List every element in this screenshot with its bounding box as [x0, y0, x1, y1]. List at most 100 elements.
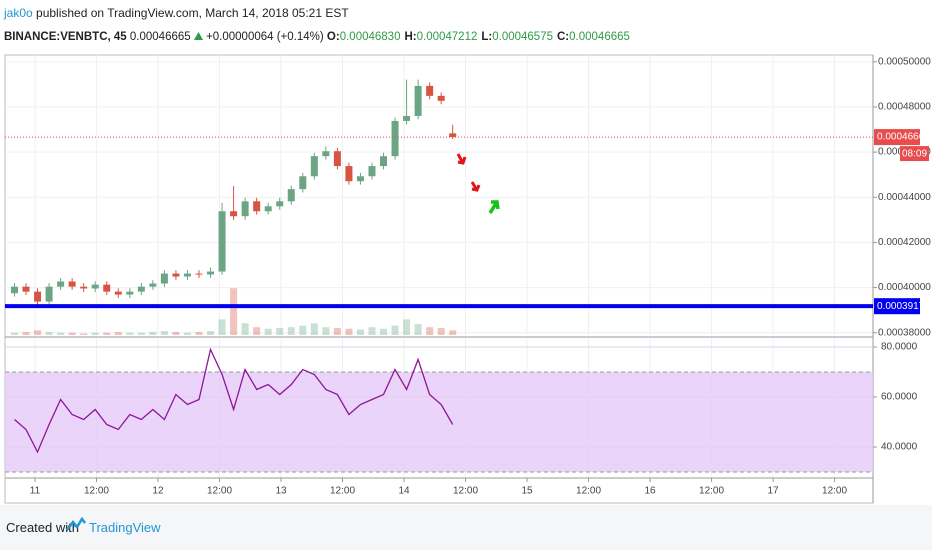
candle-body — [437, 95, 445, 101]
x-tick-label: 12:00 — [453, 486, 478, 497]
footer: Created with TradingView — [0, 505, 932, 550]
candle-body — [264, 206, 272, 212]
ticker: BINANCE:VENBTC, 45 0.00046665 +0.0000006… — [4, 31, 634, 43]
volume-bar — [345, 328, 353, 335]
volume-bar — [437, 327, 445, 335]
candle-body — [333, 151, 341, 167]
drawing-arrow — [488, 200, 500, 214]
volume-bar — [57, 332, 65, 335]
y-tick-label: 0.00040000 — [878, 282, 931, 293]
chart: 11 12:00 12 12:00 13 12:00 14 12:00 15 12:00 16 12:… — [4, 54, 931, 504]
x-tick-label: 12:00 — [330, 486, 355, 497]
volume-bar — [322, 327, 330, 335]
volume-bar — [45, 331, 53, 335]
candle-body — [253, 201, 261, 212]
volume-bar — [380, 328, 388, 335]
candle-body — [34, 291, 42, 302]
candle-body — [403, 115, 411, 121]
volume-bar — [449, 330, 457, 335]
y-tick-label: 0.00038000 — [878, 327, 931, 338]
candle-body — [218, 211, 226, 272]
rsi-band — [5, 372, 873, 472]
hline-label: 0.00039176 — [877, 301, 930, 312]
candle-body — [356, 176, 364, 182]
x-tick-label: 13 — [275, 486, 287, 497]
volume-bar — [91, 332, 99, 335]
candle-body — [391, 120, 399, 157]
volume-bar — [253, 327, 261, 335]
author[interactable]: jak0o — [4, 6, 33, 20]
symbol: BINANCE:VENBTC, 45 — [4, 31, 127, 43]
x-tick-label: 16 — [644, 486, 656, 497]
candle-body — [426, 85, 434, 96]
volume-bar — [80, 333, 88, 335]
volume-bar — [426, 327, 434, 335]
candle-body — [449, 133, 457, 138]
x-tick-label: 14 — [398, 486, 410, 497]
volume-bar — [414, 324, 422, 335]
volume-bar — [241, 323, 249, 335]
candle-body — [183, 273, 191, 277]
ohlc-value: 0.00046830 — [339, 31, 401, 43]
candle-body — [103, 284, 111, 292]
volume-bar — [137, 332, 145, 335]
ohlc-value: 0.00047212 — [416, 31, 478, 43]
x-tick-label: 12:00 — [576, 486, 601, 497]
volume-bar — [172, 331, 180, 335]
volume-bar — [207, 331, 215, 335]
volume-bar — [368, 327, 376, 335]
up-icon — [193, 32, 203, 40]
candle-body — [172, 273, 180, 277]
ohlc-label: C: — [557, 31, 570, 43]
last-price-box — [874, 129, 920, 146]
candle-body — [322, 151, 330, 157]
ohlc-value: 0.00046665 — [569, 31, 630, 43]
candle-body — [22, 286, 30, 292]
drawing-arrow — [456, 153, 481, 192]
y-tick-label: 0.00042000 — [878, 237, 931, 248]
candle-body — [230, 211, 238, 217]
candle-body — [287, 189, 295, 202]
x-tick-label: 12:00 — [207, 486, 232, 497]
x-tick-label: 12:00 — [84, 486, 109, 497]
y-tick-label: 80.0000 — [881, 342, 918, 353]
x-tick-label: 12 — [152, 486, 164, 497]
candle-body — [137, 286, 145, 292]
x-tick-label: 12:00 — [699, 486, 724, 497]
candle-body — [126, 291, 134, 295]
ohlc: O:0.00046830 H:0.00047212 L:0.00046575 C:0.… — [327, 31, 634, 43]
volume-bar — [403, 319, 411, 335]
volume-bar — [126, 332, 134, 335]
candle-body — [160, 273, 168, 284]
x-tick-label: 12:00 — [822, 486, 847, 497]
volume-bar — [68, 332, 76, 335]
candle-body — [207, 271, 215, 275]
volume-bar — [276, 327, 284, 335]
volume-bar — [149, 331, 157, 335]
candle-body — [310, 156, 318, 177]
volume-bar — [183, 332, 191, 335]
countdown: 08:09 — [902, 149, 927, 160]
volume-bar — [230, 288, 238, 335]
candle-body — [68, 281, 76, 287]
ohlc-label: L: — [481, 31, 493, 43]
volume-bar — [356, 329, 364, 335]
volume-bar — [160, 331, 168, 335]
candle-body — [91, 284, 99, 289]
y-tick-label: 0.00048000 — [878, 102, 931, 113]
y-tick-label: 60.0000 — [881, 392, 918, 403]
brand[interactable]: TradingView — [89, 520, 161, 535]
volume-bar — [391, 325, 399, 335]
ohlc-label: H: — [404, 31, 417, 43]
x-tick-label: 11 — [30, 486, 41, 497]
last-price-label: 0.00046665 — [877, 132, 930, 143]
header: jak0o published on TradingView.com, Marc… — [4, 6, 349, 20]
candle-body — [10, 286, 18, 294]
rsi-line — [14, 347, 454, 454]
y-tick-label: 40.0000 — [881, 442, 918, 453]
x-tick-label: 15 — [521, 486, 533, 497]
volume-bar — [310, 323, 318, 335]
volume-bar — [114, 331, 122, 335]
candle-body — [380, 156, 388, 167]
